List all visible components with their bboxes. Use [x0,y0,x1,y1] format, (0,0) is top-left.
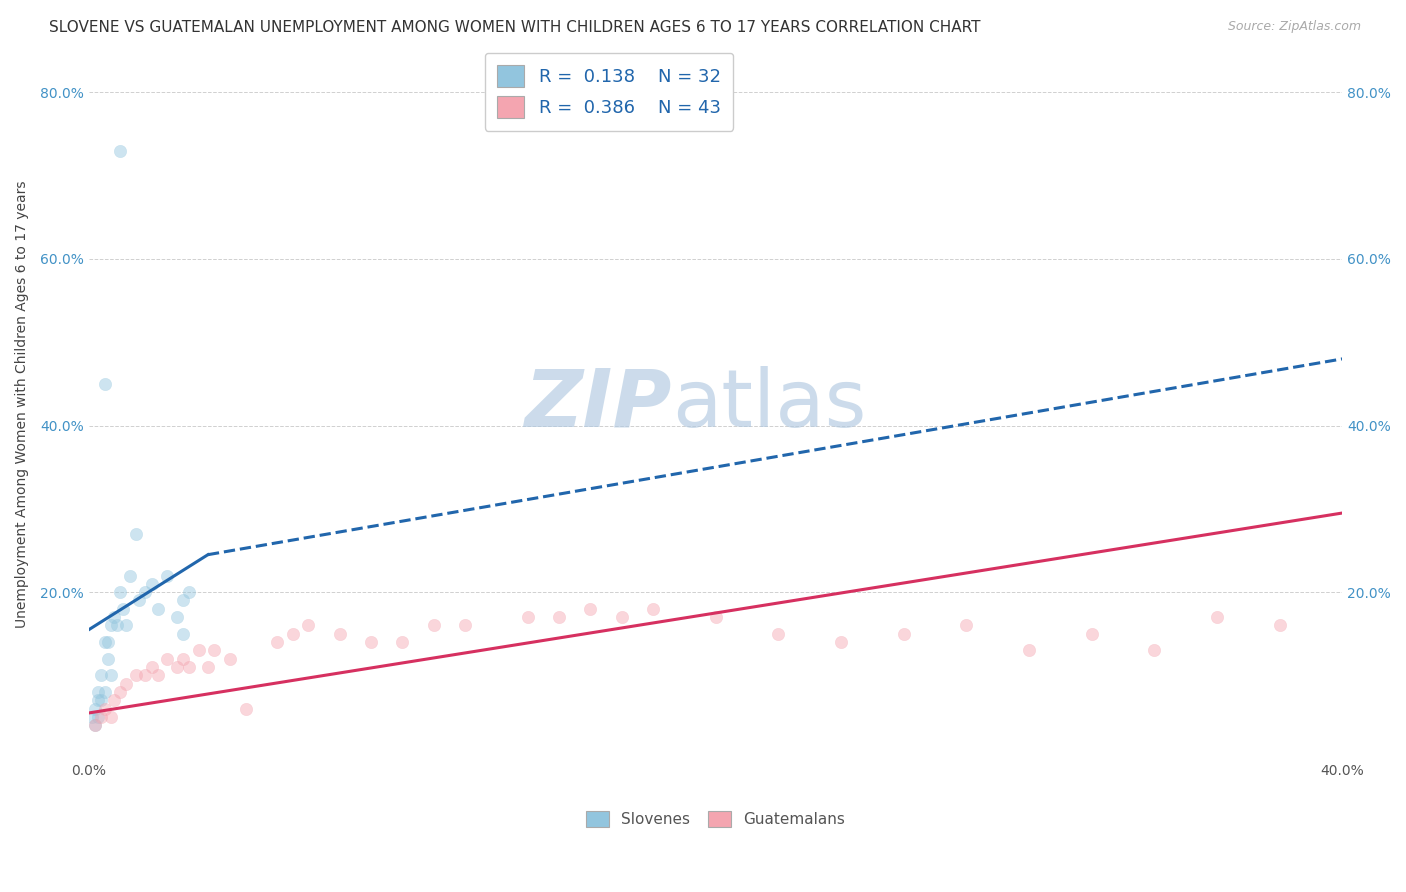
Text: Source: ZipAtlas.com: Source: ZipAtlas.com [1227,20,1361,33]
Point [134,668,156,682]
Point [100,668,122,682]
Point [579,602,602,616]
Point [172,627,194,641]
Point [90,710,112,724]
Point [1143,643,1166,657]
Text: SLOVENE VS GUATEMALAN UNEMPLOYMENT AMONG WOMEN WITH CHILDREN AGES 6 TO 17 YEARS : SLOVENE VS GUATEMALAN UNEMPLOYMENT AMONG… [49,20,981,35]
Point [830,635,852,649]
Point [146,602,169,616]
Point [84,718,107,732]
Point [128,593,150,607]
Point [108,585,131,599]
Point [108,144,131,158]
Point [84,718,107,732]
Point [97,635,120,649]
Point [328,627,350,641]
Point [108,685,131,699]
Point [610,610,633,624]
Point [93,635,115,649]
Point [360,635,382,649]
Point [202,643,225,657]
Point [112,602,135,616]
Point [105,618,128,632]
Point [146,668,169,682]
Point [87,685,110,699]
Point [166,610,188,624]
Point [768,627,790,641]
Point [125,668,148,682]
Point [1206,610,1229,624]
Point [125,526,148,541]
Point [281,627,304,641]
Point [141,660,163,674]
Point [115,677,138,691]
Point [103,610,125,624]
Point [100,710,122,724]
Point [172,593,194,607]
Point [90,693,112,707]
Point [1018,643,1040,657]
Text: ZIP: ZIP [524,366,672,443]
Point [97,652,120,666]
Point [87,693,110,707]
Point [955,618,977,632]
Point [1080,627,1102,641]
Point [187,643,209,657]
Point [516,610,538,624]
Point [235,702,257,716]
Point [179,585,201,599]
Point [115,618,138,632]
Point [641,602,664,616]
Point [93,376,115,391]
Point [93,702,115,716]
Point [156,652,179,666]
Point [391,635,413,649]
Legend: Slovenes, Guatemalans: Slovenes, Guatemalans [579,805,852,833]
Point [141,577,163,591]
Point [704,610,727,624]
Point [166,660,188,674]
Y-axis label: Unemployment Among Women with Children Ages 6 to 17 years: Unemployment Among Women with Children A… [15,181,30,629]
Point [80,710,103,724]
Point [100,618,122,632]
Point [547,610,569,624]
Point [1268,618,1291,632]
Point [93,685,115,699]
Point [134,585,156,599]
Point [297,618,319,632]
Point [218,652,240,666]
Text: atlas: atlas [672,366,866,443]
Point [84,702,107,716]
Point [266,635,288,649]
Point [103,693,125,707]
Point [454,618,477,632]
Point [422,618,444,632]
Point [118,568,141,582]
Point [172,652,194,666]
Point [156,568,179,582]
Point [179,660,201,674]
Point [87,710,110,724]
Point [90,668,112,682]
Point [893,627,915,641]
Point [197,660,219,674]
